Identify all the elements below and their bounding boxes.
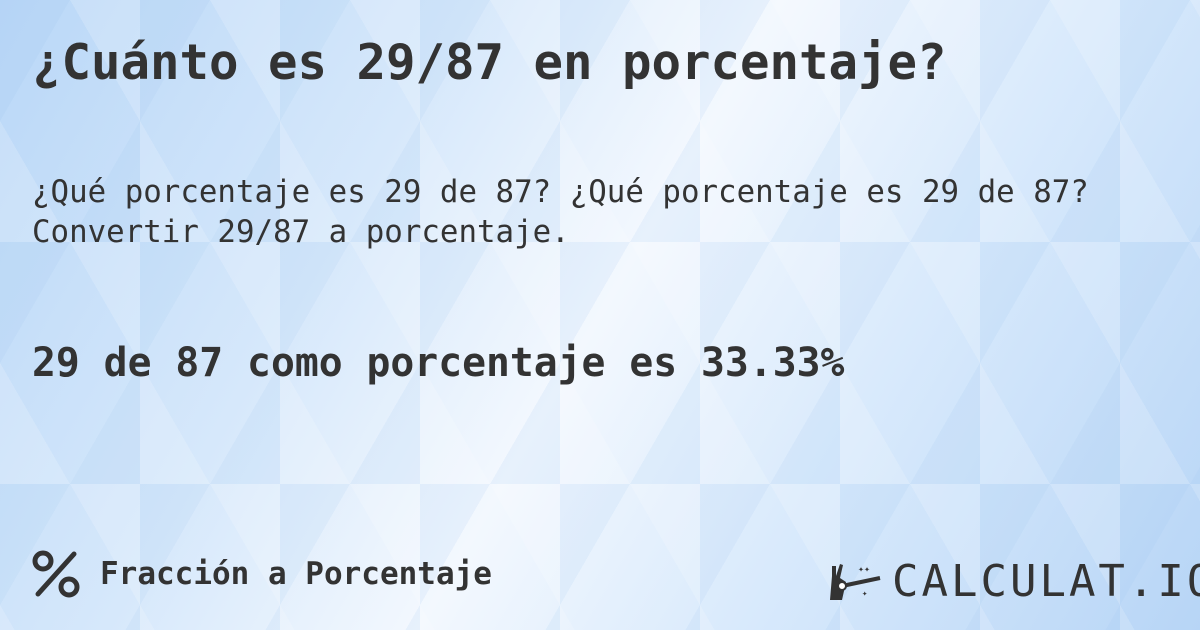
magic-hand-wand-icon: ✦✦ ✦ bbox=[830, 563, 881, 600]
logo-text: CALCULAT.IO bbox=[892, 556, 1200, 607]
percent-icon bbox=[32, 550, 80, 598]
subtitle: ¿Qué porcentaje es 29 de 87? ¿Qué porcen… bbox=[32, 174, 1089, 250]
result-text: 29 de 87 como porcentaje es 33.33% bbox=[32, 340, 845, 386]
svg-text:✦: ✦ bbox=[862, 589, 868, 599]
category-link[interactable]: Fracción a Porcentaje bbox=[30, 548, 492, 600]
calculat-io-logo[interactable]: ✦✦ ✦ CALCULAT.IO bbox=[828, 556, 1200, 607]
page-title: ¿Cuánto es 29/87 en porcentaje? bbox=[32, 34, 947, 91]
svg-text:✦✦: ✦✦ bbox=[858, 564, 870, 575]
category-label: Fracción a Porcentaje bbox=[100, 556, 492, 592]
